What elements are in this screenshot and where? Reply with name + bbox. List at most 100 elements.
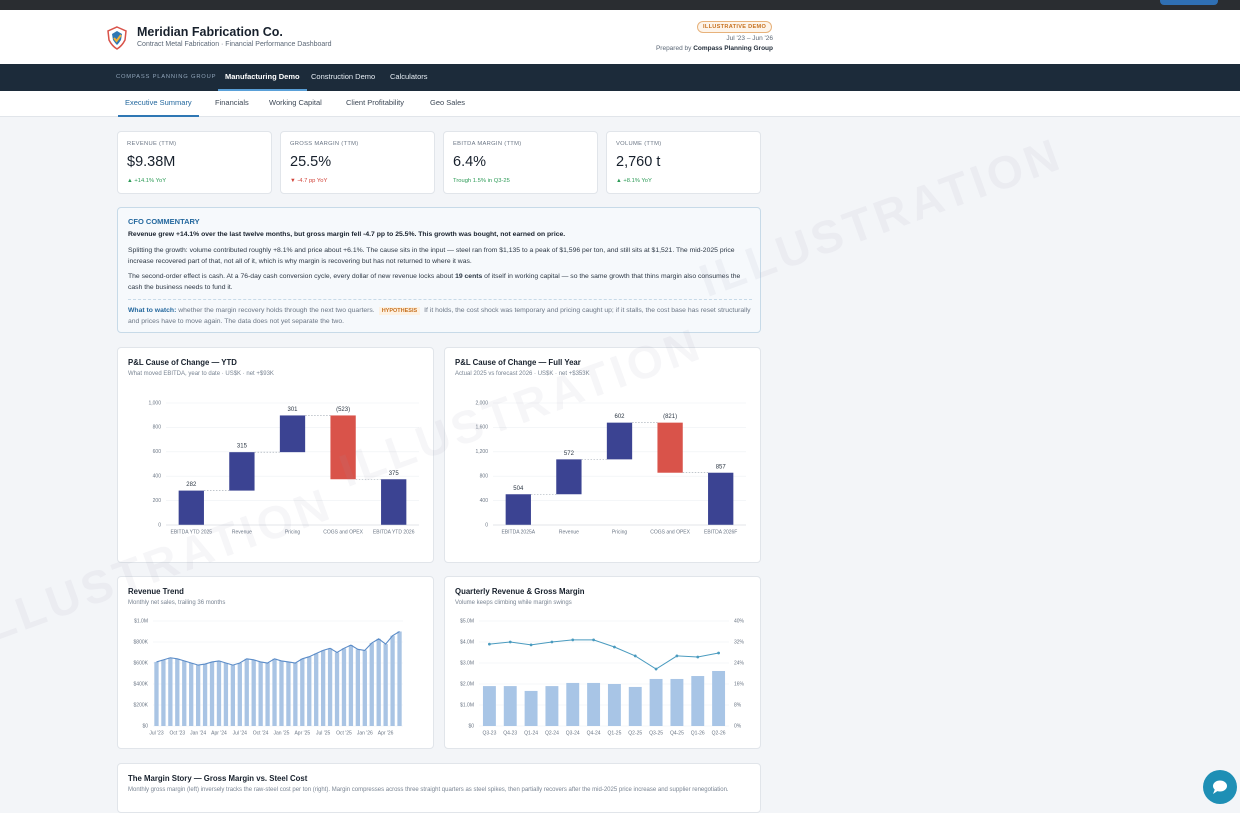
x-tick-label: Jul '23 [149, 730, 164, 736]
y2-tick-label: 32% [734, 639, 745, 645]
bar [307, 656, 312, 726]
commentary-title: CFO COMMENTARY [128, 217, 200, 226]
bar [606, 422, 633, 460]
chart-subtitle: Monthly net sales, trailing 36 months [128, 600, 226, 606]
point [488, 642, 491, 646]
chart-card: Quarterly Revenue & Gross Margin Volume … [444, 576, 761, 749]
kpi-value: 6.4% [453, 154, 487, 170]
commentary-paragraph: Splitting the growth: volume contributed… [128, 247, 735, 265]
bar [314, 653, 319, 726]
nav-item[interactable]: Construction Demo [311, 72, 376, 81]
x-tick-label: Q2-25 [628, 730, 642, 736]
x-tick-label: COGS and OPEX [650, 529, 690, 535]
x-tick-label: Q1-24 [524, 730, 538, 736]
y-tick-label: 400 [153, 474, 162, 480]
tab[interactable]: Financials [215, 98, 249, 107]
nav-brand[interactable]: COMPASS PLANNING GROUP [116, 74, 217, 80]
value-label: 504 [513, 486, 524, 492]
bar [189, 663, 194, 726]
kpi-delta: ▲ +8.1% YoY [616, 178, 652, 184]
kpi-card: GROSS MARGIN (TTM) 25.5% ▼ -4.7 pp YoY [280, 131, 435, 194]
bar [237, 663, 242, 726]
trend-line [156, 631, 400, 666]
x-tick-label: Q2-24 [545, 730, 559, 736]
y-tick-label: $2.0M [460, 681, 474, 687]
bar [244, 658, 249, 726]
bar [482, 686, 496, 726]
browser-strip [0, 0, 1240, 10]
bar [223, 663, 229, 726]
bar [670, 678, 684, 726]
bar [341, 648, 347, 726]
y-tick-label: $0 [142, 723, 148, 729]
bar [202, 664, 208, 726]
tab[interactable]: Geo Sales [430, 98, 466, 107]
x-tick-label: Oct '25 [336, 730, 352, 736]
y-tick-label: 400 [480, 498, 489, 504]
y-tick-label: 0 [158, 522, 161, 528]
kpi-label: VOLUME (TTM) [616, 141, 662, 147]
value-label: (523) [336, 407, 350, 413]
x-tick-label: Pricing [612, 529, 628, 535]
nav-bar: COMPASS PLANNING GROUP Manufacturing Dem… [0, 64, 1240, 91]
bar [376, 638, 381, 726]
x-tick-label: Q3-25 [649, 730, 663, 736]
chart-card: Revenue Trend Monthly net sales, trailin… [117, 576, 434, 749]
bar [556, 459, 582, 495]
x-tick-label: Jul '24 [233, 730, 248, 736]
value-label: 857 [716, 464, 727, 470]
y-tick-label: $4.0M [460, 639, 474, 645]
point [529, 643, 533, 647]
tab-bar: Executive Summary Financials Working Cap… [0, 91, 1240, 117]
x-tick-label: Revenue [559, 529, 579, 535]
x-tick-label: COGS and OPEX [323, 529, 363, 535]
y2-tick-label: 24% [734, 660, 745, 666]
point [675, 654, 679, 658]
kpi-label: REVENUE (TTM) [127, 141, 177, 147]
point [571, 638, 575, 642]
y-tick-label: 600 [153, 449, 162, 455]
bar [708, 472, 734, 525]
y-tick-label: $1.0M [460, 702, 474, 708]
nav-item[interactable]: Calculators [390, 72, 428, 81]
hypothesis-badge: HYPOTHESIS [378, 307, 421, 315]
y2-tick-label: 0% [734, 723, 742, 729]
tab[interactable]: Working Capital [269, 98, 322, 107]
browser-button[interactable] [1160, 0, 1218, 5]
bar [182, 660, 187, 726]
y2-tick-label: 16% [734, 681, 745, 687]
bar [279, 415, 306, 453]
tab[interactable]: Client Profitability [346, 98, 404, 107]
chat-button[interactable] [1203, 770, 1237, 804]
bar [154, 661, 159, 726]
x-tick-label: Jan '24 [190, 730, 206, 736]
chart-card: P&L Cause of Change — Full Year Actual 2… [444, 347, 761, 563]
separator [128, 299, 752, 300]
bar [381, 479, 407, 525]
chart-title: The Margin Story — Gross Margin vs. Stee… [128, 774, 308, 783]
x-tick-label: Q4-23 [503, 730, 517, 736]
y-tick-label: $600K [134, 660, 149, 666]
bar [334, 652, 340, 726]
chart-title: Quarterly Revenue & Gross Margin [455, 587, 585, 596]
y-tick-label: 200 [153, 498, 162, 504]
text: of itself in working capital — so the sa… [128, 273, 741, 291]
point [508, 640, 512, 644]
bar [397, 631, 402, 726]
bar [195, 665, 201, 726]
bar [348, 645, 354, 726]
preparer: Compass Planning Group [693, 45, 773, 52]
bar [300, 658, 305, 726]
y2-tick-label: 40% [734, 618, 745, 624]
chart-subtitle: Volume keeps climbing while margin swing… [455, 600, 572, 606]
bar [175, 658, 180, 726]
kpi-card: VOLUME (TTM) 2,760 t ▲ +8.1% YoY [606, 131, 761, 194]
tab[interactable]: Executive Summary [118, 91, 199, 117]
bar [628, 686, 642, 726]
point [654, 667, 658, 671]
tagline: Contract Metal Fabrication · Financial P… [137, 41, 332, 48]
kpi-value: 25.5% [290, 154, 332, 170]
nav-item[interactable]: Manufacturing Demo [218, 64, 307, 91]
x-tick-label: Jan '25 [273, 730, 289, 736]
chart-title: P&L Cause of Change — YTD [128, 358, 237, 367]
